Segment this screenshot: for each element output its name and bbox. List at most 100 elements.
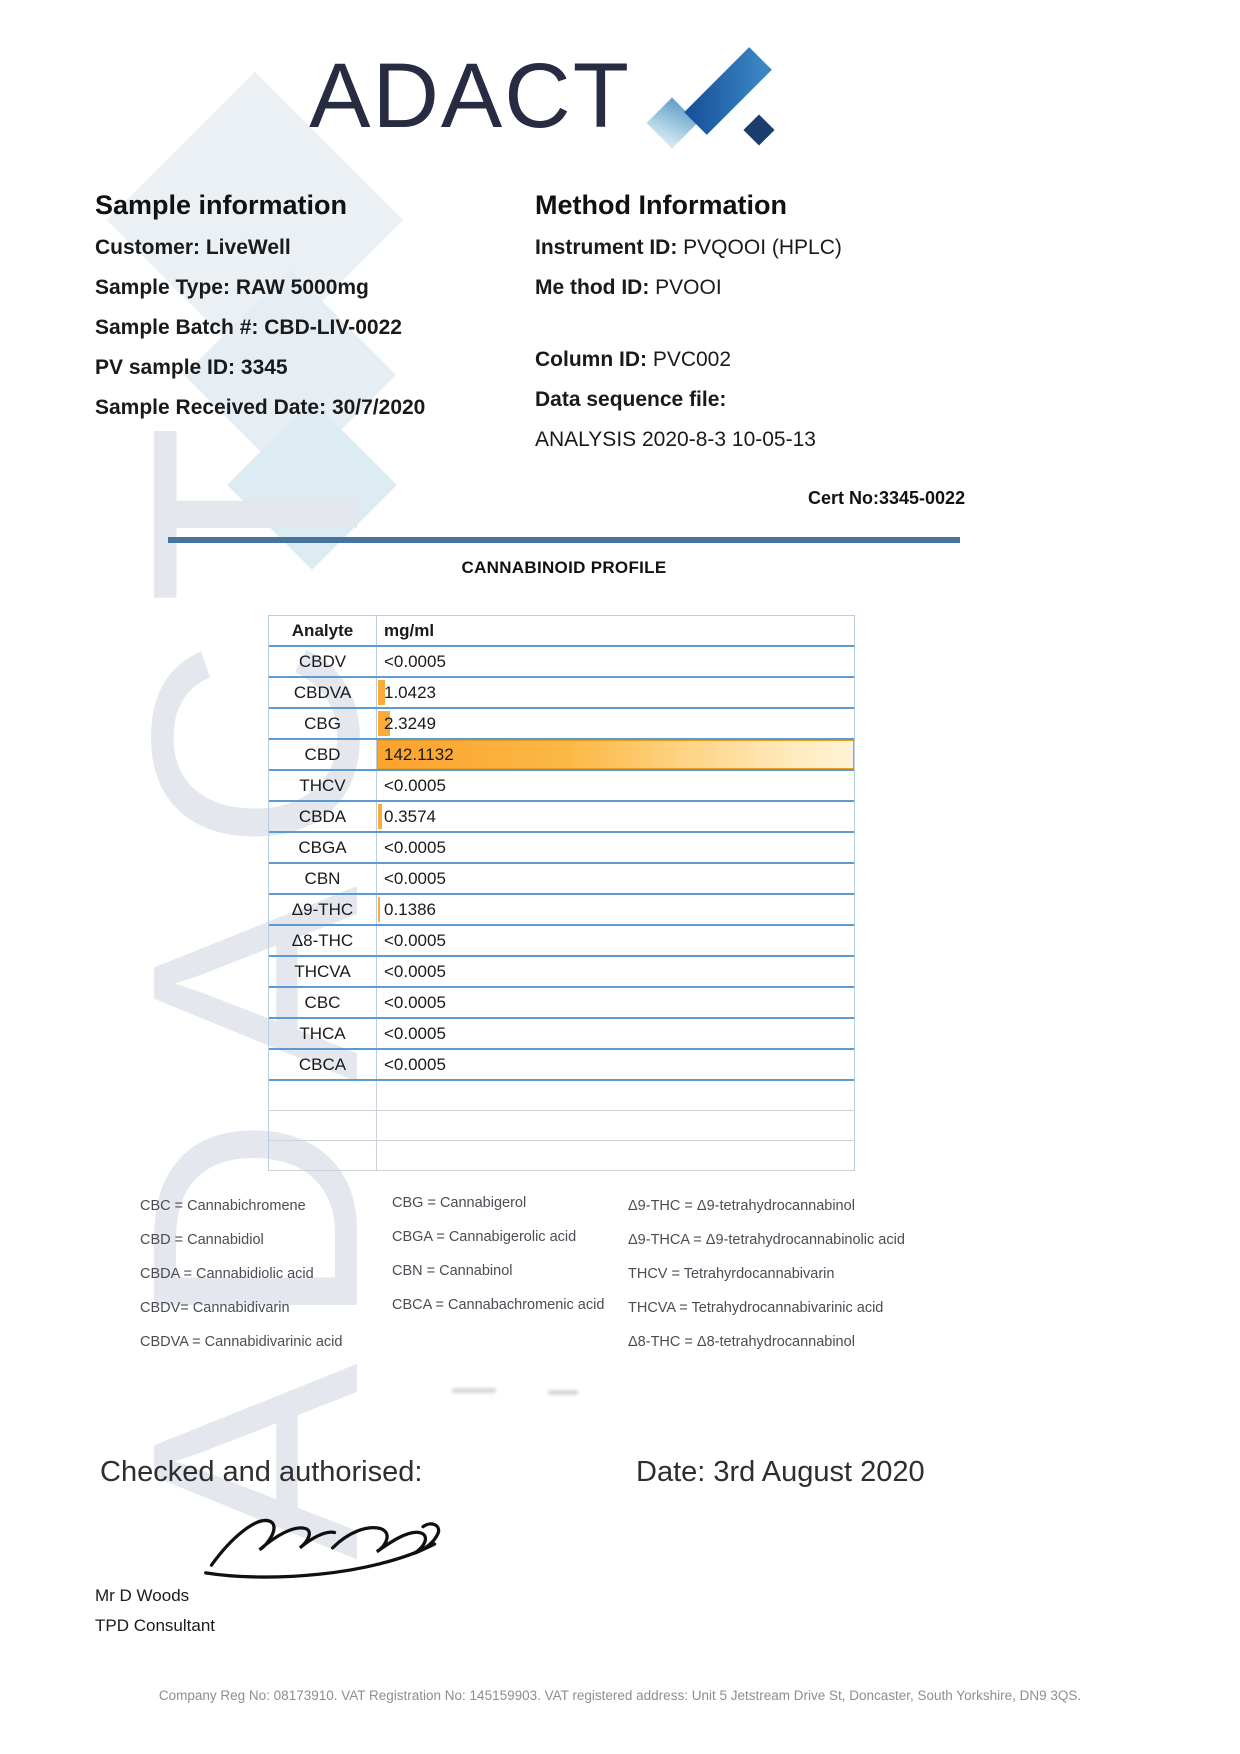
sample-information-section: Sample information Customer: LiveWell Sam… xyxy=(95,190,515,419)
data-bar xyxy=(378,680,385,705)
legend-item: Δ8-THC = Δ8-tetrahydrocannabinol xyxy=(628,1334,855,1350)
value-cell: <0.0005 xyxy=(384,869,446,888)
legend-item: Δ9-THCA = Δ9-tetrahydrocannabinolic acid xyxy=(628,1232,905,1248)
empty-table-row xyxy=(269,1141,854,1171)
table-row: Δ8-THC <0.0005 xyxy=(269,926,854,957)
analyte-cell: CBCA xyxy=(269,1050,377,1079)
legend-item: CBCA = Cannabachromenic acid xyxy=(392,1297,605,1313)
info-line: Sample Type: RAW 5000mg xyxy=(95,276,369,299)
analyte-cell: THCV xyxy=(269,771,377,800)
value-cell: 2.3249 xyxy=(377,709,854,738)
profile-table-body: CBDV <0.0005 CBDVA 1.0423 CBG 2.3249 CBD 142.11… xyxy=(269,647,854,1171)
sample-information-lines: Customer: LiveWell Sample Type: RAW 5000m… xyxy=(95,228,515,428)
empty-table-row xyxy=(269,1081,854,1111)
legend-item: CBG = Cannabigerol xyxy=(392,1195,527,1211)
cert-number: Cert No:3345-0022 xyxy=(808,488,966,508)
value-cell: 1.0423 xyxy=(377,678,854,707)
legend-item: CBN = Cannabinol xyxy=(392,1263,513,1279)
column-header-mgml: mg/ml xyxy=(384,621,435,640)
analyte-cell: CBG xyxy=(269,709,377,738)
table-row: CBDV <0.0005 xyxy=(269,647,854,678)
footer-company-info: Company Reg No: 08173910. VAT Registrati… xyxy=(158,1688,1082,1703)
signature xyxy=(204,1518,441,1579)
value-cell: <0.0005 xyxy=(384,776,446,795)
table-row: CBN <0.0005 xyxy=(269,864,854,895)
checked-authorised-label: Checked and authorised: xyxy=(100,1456,423,1488)
legend-item: CBD = Cannabidiol xyxy=(140,1232,264,1248)
info-line: Instrument ID: PVQOOI (HPLC) xyxy=(535,236,842,259)
value-cell: <0.0005 xyxy=(384,1055,446,1074)
logo-diamond-navy xyxy=(743,114,775,146)
analyte-cell: THCA xyxy=(269,1019,377,1048)
analyte-cell: CBC xyxy=(269,988,377,1017)
section-divider-rule xyxy=(168,537,960,543)
signatory-name: Mr D Woods xyxy=(95,1586,190,1605)
analyte-cell: THCVA xyxy=(269,957,377,986)
table-row: CBCA <0.0005 xyxy=(269,1050,854,1081)
table-header-row: Analyte mg/ml xyxy=(269,616,854,647)
value-cell: <0.0005 xyxy=(384,652,446,671)
value-cell: 142.1132 xyxy=(377,740,854,769)
legend-column-1: CBC = Cannabichromene CBD = Cannabidiol CB… xyxy=(140,1196,385,1366)
column-header-analyte: Analyte xyxy=(269,616,377,645)
cannabinoid-profile-table: Analyte mg/ml CBDV <0.0005 CBDVA 1.0423 CBG 2… xyxy=(268,615,855,1171)
legend-item: THCVA = Tetrahydrocannabivarinic acid xyxy=(628,1300,884,1316)
analyte-cell: CBD xyxy=(269,740,377,769)
value-cell: 0.1386 xyxy=(377,895,854,924)
value-cell: 0.3574 xyxy=(377,802,854,831)
legend-item: CBDVA = Cannabidivarinic acid xyxy=(140,1334,343,1350)
info-line: Column ID: PVC002 xyxy=(535,348,732,371)
analyte-cell: Δ9-THC xyxy=(269,895,377,924)
analyte-cell: CBDV xyxy=(269,647,377,676)
table-row: CBDA 0.3574 xyxy=(269,802,854,833)
info-line: Me thod ID: PVOOI xyxy=(535,276,722,299)
table-row: CBD 142.1132 xyxy=(269,740,854,771)
legend-item: Δ9-THC = Δ9-tetrahydrocannabinol xyxy=(628,1198,855,1214)
value-cell: <0.0005 xyxy=(384,838,446,857)
legend-item: CBC = Cannabichromene xyxy=(140,1198,306,1214)
legend-item: CBDV= Cannabidivarin xyxy=(140,1300,290,1316)
table-row: Δ9-THC 0.1386 xyxy=(269,895,854,926)
table-row: CBGA <0.0005 xyxy=(269,833,854,864)
value-cell: <0.0005 xyxy=(384,993,446,1012)
method-information-title: Method Information xyxy=(535,190,787,220)
info-line: PV sample ID: 3345 xyxy=(95,356,288,379)
method-information-lines: Instrument ID: PVQOOI (HPLC) Me thod ID: … xyxy=(535,228,1015,460)
adact-logo-wordmark: ADACT xyxy=(309,45,631,147)
date-label: Date: 3rd August 2020 xyxy=(636,1456,925,1488)
data-bar xyxy=(378,804,383,829)
data-bar xyxy=(377,740,854,769)
info-line: Customer: LiveWell xyxy=(95,236,291,259)
legend-item: THCV = Tetrahyrdocannabivarin xyxy=(628,1266,835,1282)
analyte-cell: CBDA xyxy=(269,802,377,831)
empty-table-row xyxy=(269,1111,854,1141)
scan-artifact xyxy=(548,1390,578,1395)
table-row: THCA <0.0005 xyxy=(269,1019,854,1050)
value-cell: <0.0005 xyxy=(384,1024,446,1043)
legend-item: CBGA = Cannabigerolic acid xyxy=(392,1229,577,1245)
legend-column-3: Δ9-THC = Δ9-tetrahydrocannabinol Δ9-THCA … xyxy=(628,1196,968,1366)
analyte-cell: CBDVA xyxy=(269,678,377,707)
adact-logo-icon xyxy=(646,47,782,150)
signatory-title: TPD Consultant xyxy=(95,1616,215,1635)
table-row: CBC <0.0005 xyxy=(269,988,854,1019)
table-row: THCVA <0.0005 xyxy=(269,957,854,988)
data-bar xyxy=(378,897,380,922)
table-row: CBDVA 1.0423 xyxy=(269,678,854,709)
value-cell: <0.0005 xyxy=(384,962,446,981)
table-row: CBG 2.3249 xyxy=(269,709,854,740)
info-line: ANALYSIS 2020-8-3 10-05-13 xyxy=(535,428,816,451)
value-cell: <0.0005 xyxy=(384,931,446,950)
analyte-cell: CBGA xyxy=(269,833,377,862)
info-line: Sample Received Date: 30/7/2020 xyxy=(95,396,426,419)
method-information-section: Method Information Instrument ID: PVQOOI… xyxy=(535,190,1015,451)
scan-artifact xyxy=(452,1388,496,1393)
info-line: Sample Batch #: CBD-LIV-0022 xyxy=(95,316,402,339)
table-row: THCV <0.0005 xyxy=(269,771,854,802)
sample-information-title: Sample information xyxy=(95,190,348,220)
legend-item: CBDA = Cannabidiolic acid xyxy=(140,1266,314,1282)
analyte-cell: CBN xyxy=(269,864,377,893)
legend-column-2: CBG = Cannabigerol CBGA = Cannabigerolic … xyxy=(392,1193,627,1329)
cannabinoid-profile-title: CANNABINOID PROFILE xyxy=(461,558,667,577)
analyte-cell: Δ8-THC xyxy=(269,926,377,955)
